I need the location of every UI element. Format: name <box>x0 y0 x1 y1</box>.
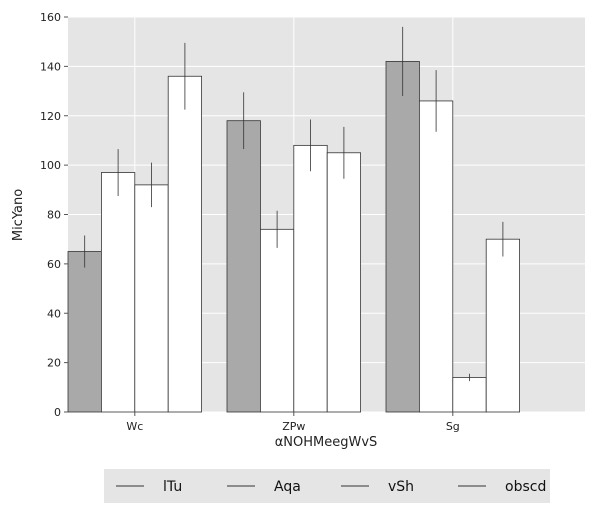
bar-Aqa-Wc <box>101 172 136 413</box>
x-tick-label: Wc <box>126 420 143 433</box>
y-tick-label: 60 <box>47 258 61 271</box>
y-tick-label: 140 <box>40 60 61 73</box>
bar-Aqa-Sg <box>418 100 454 413</box>
x-tick-label: ZPw <box>282 420 305 433</box>
legend-entries: lTu Aqa vSh obscd <box>116 479 546 495</box>
error-bars-group <box>84 26 504 382</box>
y-tick-label: 40 <box>47 307 61 320</box>
bar-lTu-Wc <box>67 251 102 413</box>
x-axis: Wc ZPw Sg <box>126 412 460 433</box>
y-tick-label: 160 <box>40 11 61 24</box>
legend-label-Aqa: Aqa <box>274 479 301 495</box>
bar-obscd-Sg <box>485 238 521 413</box>
legend-label-lTu: lTu <box>163 479 182 495</box>
bar-vSh-ZPw <box>293 144 328 413</box>
legend-label-obscd: obscd <box>505 479 546 495</box>
bar-vSh-Sg <box>452 377 487 413</box>
y-axis-label: MicYano <box>11 189 26 241</box>
bars-group <box>67 61 521 413</box>
bar-obscd-Wc <box>167 75 202 413</box>
y-tick-label: 100 <box>40 159 61 172</box>
x-axis-label: αNOHMeegWvS <box>275 435 378 450</box>
bar-lTu-ZPw <box>226 120 261 413</box>
legend-label-vSh: vSh <box>388 479 414 495</box>
bar-obscd-ZPw <box>326 152 362 413</box>
y-tick-label: 0 <box>54 406 61 419</box>
bar-Aqa-ZPw <box>259 228 295 413</box>
y-axis: 0 20 40 60 80 100 120 140 160 <box>40 11 68 419</box>
bar-lTu-Sg <box>385 61 420 413</box>
y-tick-label: 120 <box>40 110 61 123</box>
y-tick-label: 20 <box>47 357 61 370</box>
y-tick-label: 80 <box>47 209 61 222</box>
x-tick-label: Sg <box>446 420 460 433</box>
bar-vSh-Wc <box>134 184 169 413</box>
